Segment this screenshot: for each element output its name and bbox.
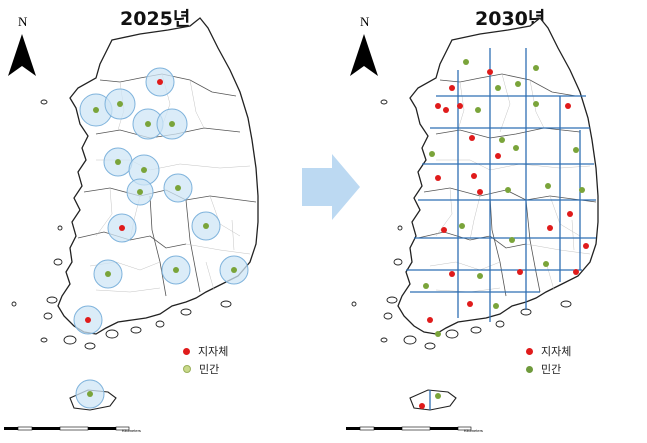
legend-item-private: 민간 <box>526 360 571 378</box>
scale-bar: 0 25 50 100 150 200 Kilometers <box>4 426 141 433</box>
map-panel-2030: 2030년 N <box>340 0 647 443</box>
green-dot-icon <box>183 365 191 373</box>
north-label: N <box>360 14 370 29</box>
red-dot-icon <box>183 347 190 355</box>
map-panel-2025: 2025년 N <box>0 0 300 443</box>
north-label: N <box>18 14 28 29</box>
legend-label: 지자체 <box>198 345 229 358</box>
legend-item-local-government: 지자체 <box>526 342 571 360</box>
scale-unit: Kilometers <box>464 428 483 433</box>
scale-bar: 0 25 50 100 150 200 Kilometers <box>346 426 483 433</box>
legend-item-private: 민간 <box>183 360 228 378</box>
legend-label: 민간 <box>199 363 220 376</box>
legend-label: 민간 <box>541 363 562 376</box>
right-arrow-icon <box>302 154 360 220</box>
map-title: 2030년 <box>475 8 546 30</box>
map-title: 2025년 <box>120 8 191 30</box>
korea-map <box>351 17 599 411</box>
north-arrow-icon <box>8 34 36 76</box>
map-legend: 지자체 민간 <box>526 342 571 378</box>
scale-unit: Kilometers <box>122 428 141 433</box>
north-arrow-icon <box>350 34 378 76</box>
green-dot-icon <box>526 365 533 373</box>
korea-map <box>11 17 259 411</box>
legend-item-local-government: 지자체 <box>183 342 228 360</box>
legend-label: 지자체 <box>541 345 572 358</box>
map-legend: 지자체 민간 <box>183 342 228 378</box>
red-dot-icon <box>526 347 533 355</box>
